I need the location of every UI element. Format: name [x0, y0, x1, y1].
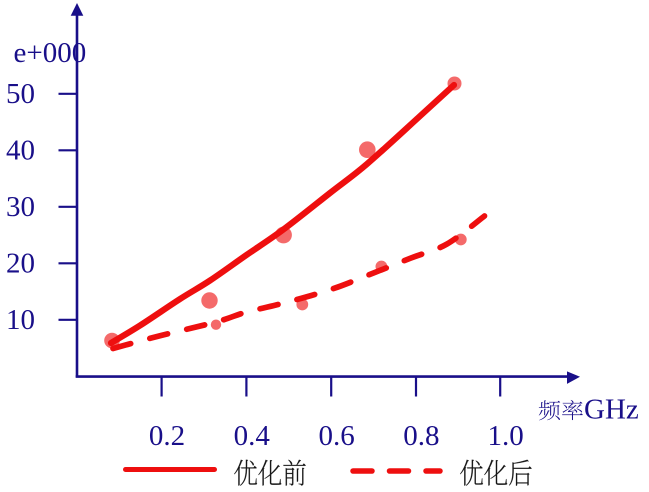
svg-text:40: 40 — [6, 135, 35, 167]
svg-text:20: 20 — [6, 248, 35, 280]
svg-text:10: 10 — [6, 304, 35, 336]
svg-text:1.0: 1.0 — [487, 420, 523, 452]
svg-text:e+000: e+000 — [14, 37, 87, 69]
svg-text:0.4: 0.4 — [234, 420, 271, 452]
svg-text:0.6: 0.6 — [318, 420, 354, 452]
svg-text:0.8: 0.8 — [403, 420, 439, 452]
svg-text:0.2: 0.2 — [149, 420, 185, 452]
svg-text:50: 50 — [6, 78, 35, 110]
svg-text:30: 30 — [6, 191, 35, 223]
svg-text:GHz: GHz — [584, 394, 639, 426]
